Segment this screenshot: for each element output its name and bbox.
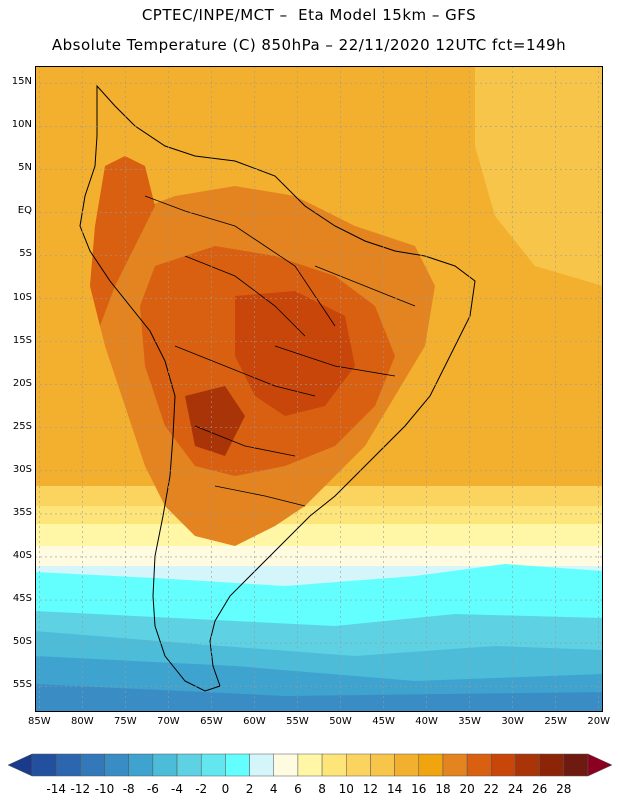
latitude-label: 25S	[12, 420, 32, 432]
longitude-label: 80W	[71, 716, 94, 727]
latitude-label: 35S	[12, 506, 32, 518]
colorbar-box	[55, 753, 81, 777]
longitude-label: 60W	[243, 716, 266, 727]
colorbar-box	[176, 753, 202, 777]
colorbar-box	[152, 753, 178, 777]
colorbar-label: -8	[122, 782, 135, 796]
longitude-label: 70W	[157, 716, 180, 727]
country-borders	[144, 195, 416, 507]
colorbar-box	[394, 753, 420, 777]
colorbar-box	[491, 753, 516, 777]
latitude-label: 15S	[12, 334, 32, 346]
longitude-label: 30W	[501, 716, 524, 727]
colorbar-box	[466, 753, 492, 777]
colorbar	[7, 753, 613, 777]
colorbar-max-triangle	[587, 753, 613, 777]
colorbar-box	[563, 753, 589, 777]
colorbar-box	[418, 753, 444, 777]
colorbar-label: 20	[459, 782, 475, 796]
colorbar-label: 0	[221, 782, 230, 796]
latitude-label: EQ	[17, 205, 32, 217]
colorbar-label: 24	[507, 782, 524, 796]
colorbar-label: -6	[146, 782, 159, 796]
colorbar-label: 18	[435, 782, 451, 796]
colorbar-box	[104, 753, 129, 777]
latitude-label: 5S	[19, 248, 32, 260]
coastline	[79, 84, 476, 692]
longitude-label: 75W	[114, 716, 137, 727]
colorbar-box	[31, 753, 57, 777]
temperature-map	[35, 66, 603, 712]
latitude-label: 5N	[18, 162, 32, 174]
field-patch-26	[185, 386, 245, 456]
colorbar-box	[370, 753, 395, 777]
colorbar-box	[249, 753, 274, 777]
colorbar-min-triangle	[7, 753, 33, 777]
latitude-label: 10N	[11, 119, 32, 131]
colorbar-box	[225, 753, 250, 777]
longitude-label: 25W	[544, 716, 567, 727]
longitude-label: 85W	[27, 716, 51, 727]
colorbar-label: 12	[362, 782, 379, 796]
longitude-label: 40W	[415, 716, 438, 727]
colorbar-box	[515, 753, 540, 777]
colorbar-label: 14	[386, 782, 403, 796]
map-title: CPTEC/INPE/MCT – Eta Model 15km – GFS	[141, 6, 477, 24]
latitude-label: 20S	[12, 377, 32, 389]
colorbar-box	[273, 753, 299, 777]
colorbar-box	[80, 753, 105, 777]
map-border	[35, 66, 603, 712]
colorbar-label: -10	[94, 782, 115, 796]
latitude-label: 50S	[12, 636, 32, 648]
longitude-label: 65W	[200, 716, 223, 727]
field-andes-22	[90, 156, 155, 326]
colorbar-label: -14	[46, 782, 66, 796]
colorbar-label: 16	[411, 782, 427, 796]
colorbar-box	[442, 753, 468, 777]
colorbar-box	[321, 753, 347, 777]
colorbar-label: -12	[70, 782, 91, 796]
map-subtitle: Absolute Temperature (C) 850hPa – 22/11/…	[51, 36, 567, 54]
colorbar-label: 22	[483, 782, 499, 796]
latitude-label: 10S	[12, 291, 32, 303]
colorbar-box	[539, 753, 565, 777]
longitude-label: 45W	[372, 716, 395, 727]
field-patch-16	[475, 66, 603, 286]
longitude-label: 50W	[329, 716, 352, 727]
longitude-label: 35W	[458, 716, 481, 727]
latitude-label: 15N	[11, 76, 32, 88]
latitude-label: 40S	[12, 549, 32, 561]
colorbar-box	[346, 753, 371, 777]
colorbar-label: 4	[269, 782, 278, 796]
colorbar-box	[297, 753, 323, 777]
colorbar-label: 26	[532, 782, 548, 796]
colorbar-label: 2	[245, 782, 254, 796]
colorbar-label: 8	[318, 782, 326, 796]
longitude-label: 20W	[587, 716, 610, 727]
colorbar-box	[200, 753, 226, 777]
map-panel	[35, 66, 603, 712]
colorbar-label: 28	[556, 782, 572, 796]
colorbar-label: 6	[294, 782, 302, 796]
longitude-label: 55W	[286, 716, 309, 727]
colorbar-label: -2	[195, 782, 208, 796]
colorbar-label: 10	[338, 782, 354, 796]
latitude-label: 55S	[12, 679, 32, 691]
colorbar-box	[128, 753, 154, 777]
colorbar-label: -4	[171, 782, 184, 796]
latitude-label: 45S	[12, 593, 32, 605]
field-band-m4	[35, 684, 603, 712]
latitude-label: 30S	[12, 463, 32, 475]
